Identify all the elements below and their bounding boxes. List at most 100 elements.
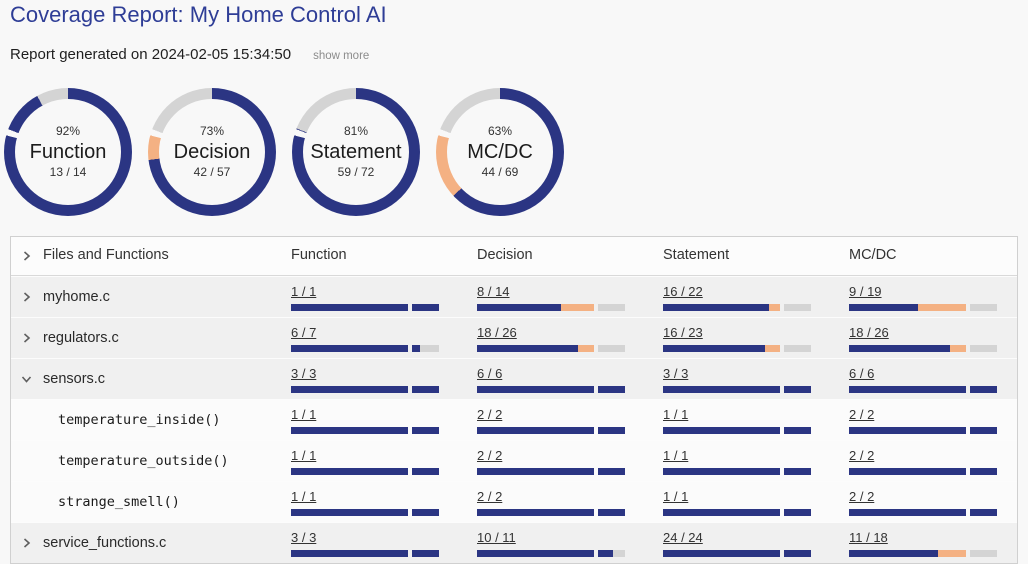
coverage-ratio-link[interactable]: 2 / 2 [477,489,503,504]
metric-cell-statement: 16 / 23 [663,324,811,352]
coverage-ratio-link[interactable]: 24 / 24 [663,530,703,545]
donut-ratio: 59 / 72 [337,165,375,179]
coverage-ratio-link[interactable]: 2 / 2 [477,407,503,422]
donut-metric-label: MC/DC [467,141,533,163]
page-title: Coverage Report: My Home Control AI [10,2,387,27]
coverage-bar [663,509,811,516]
coverage-bar [849,345,997,352]
column-header-statement: Statement [663,247,730,263]
metric-cell-function: 1 / 1 [291,488,439,516]
coverage-bar [477,427,625,434]
coverage-ratio-link[interactable]: 6 / 6 [477,366,503,381]
coverage-ratio-link[interactable]: 18 / 26 [477,325,517,340]
donut-statement: 81% Statement 59 / 72 [292,88,420,216]
coverage-ratio-link[interactable]: 2 / 2 [849,489,875,504]
metric-cell-function: 6 / 7 [291,324,439,352]
donut-function: 92% Function 13 / 14 [4,88,132,216]
coverage-ratio-link[interactable]: 2 / 2 [849,448,875,463]
donut-ratio: 44 / 69 [481,165,519,179]
function-name: temperature_outside() [58,453,229,469]
metric-cell-mcdc: 9 / 19 [849,283,997,311]
file-row[interactable]: sensors.c 3 / 3 6 / 6 3 / 3 6 / 6 [11,358,1017,399]
coverage-ratio-link[interactable]: 3 / 3 [291,366,317,381]
coverage-bar [663,304,811,311]
coverage-bar [291,304,439,311]
file-row[interactable]: service_functions.c 3 / 3 10 / 11 24 / 24 11… [11,522,1017,563]
report-generated-text: Report generated on 2024-02-05 15:34:50 [10,46,292,63]
function-row: temperature_inside() 1 / 1 2 / 2 1 / 1 2 / 2 [11,399,1017,440]
coverage-bar [291,345,439,352]
coverage-ratio-link[interactable]: 10 / 11 [477,530,516,545]
coverage-ratio-link[interactable]: 1 / 1 [291,284,317,299]
show-more-link[interactable]: show more [313,50,370,62]
coverage-ratio-link[interactable]: 11 / 18 [849,530,888,545]
metric-cell-function: 3 / 3 [291,365,439,393]
coverage-ratio-link[interactable]: 1 / 1 [663,448,689,463]
chevron-right-icon[interactable] [20,332,33,345]
donut-center: 63% MC/DC 44 / 69 [447,99,553,205]
donut-metric-label: Function [29,141,107,163]
coverage-ratio-link[interactable]: 1 / 1 [291,448,317,463]
donut-percent: 81% [343,124,369,138]
coverage-bar [849,386,997,393]
metric-cell-decision: 2 / 2 [477,406,625,434]
coverage-ratio-link[interactable]: 6 / 7 [291,325,317,340]
coverage-ratio-link[interactable]: 3 / 3 [291,530,317,545]
coverage-ratio-link[interactable]: 1 / 1 [291,489,317,504]
coverage-ratio-link[interactable]: 6 / 6 [849,366,875,381]
chevron-right-icon[interactable] [20,537,33,550]
coverage-ratio-link[interactable]: 3 / 3 [663,366,689,381]
coverage-ratio-link[interactable]: 18 / 26 [849,325,889,340]
metric-cell-statement: 3 / 3 [663,365,811,393]
table-header-row: Files and Functions Function Decision St… [11,237,1017,276]
metric-cell-statement: 1 / 1 [663,488,811,516]
coverage-bar [291,550,439,557]
metric-cell-mcdc: 18 / 26 [849,324,997,352]
table-body: myhome.c 1 / 1 8 / 14 16 / 22 9 / 19 regulato… [11,276,1017,563]
file-row[interactable]: myhome.c 1 / 1 8 / 14 16 / 22 9 / 19 [11,276,1017,317]
coverage-bar [663,386,811,393]
coverage-ratio-link[interactable]: 1 / 1 [663,489,689,504]
coverage-bar [849,550,997,557]
file-name: myhome.c [43,289,110,305]
coverage-ratio-link[interactable]: 9 / 19 [849,284,882,299]
chevron-down-icon[interactable] [20,373,33,386]
expand-all-chevron-icon[interactable] [20,250,33,263]
metric-cell-mcdc: 2 / 2 [849,406,997,434]
coverage-ratio-link[interactable]: 2 / 2 [849,407,875,422]
file-name: service_functions.c [43,535,167,551]
coverage-bar [663,427,811,434]
coverage-bar [477,304,625,311]
donut-center: 81% Statement 59 / 72 [303,99,409,205]
coverage-ratio-link[interactable]: 2 / 2 [477,448,503,463]
metric-cell-mcdc: 2 / 2 [849,447,997,475]
coverage-bar [849,509,997,516]
donut-ratio: 13 / 14 [49,165,87,179]
coverage-ratio-link[interactable]: 16 / 22 [663,284,703,299]
chevron-right-icon[interactable] [20,291,33,304]
metric-cell-mcdc: 2 / 2 [849,488,997,516]
metric-cell-function: 1 / 1 [291,406,439,434]
donut-percent: 63% [487,124,513,138]
metric-cell-function: 1 / 1 [291,447,439,475]
donut-percent: 92% [55,124,81,138]
coverage-bar [291,386,439,393]
donut-center: 73% Decision 42 / 57 [159,99,265,205]
coverage-ratio-link[interactable]: 8 / 14 [477,284,510,299]
column-header-mcdc: MC/DC [849,247,897,263]
donut-percent: 73% [199,124,225,138]
coverage-ratio-link[interactable]: 1 / 1 [291,407,317,422]
coverage-bar [291,468,439,475]
file-name: sensors.c [43,371,106,387]
metric-cell-statement: 1 / 1 [663,447,811,475]
file-row[interactable]: regulators.c 6 / 7 18 / 26 16 / 23 18 / 26 [11,317,1017,358]
metric-cell-decision: 2 / 2 [477,488,625,516]
function-name: strange_smell() [58,494,180,510]
donut-ratio: 42 / 57 [193,165,231,179]
coverage-ratio-link[interactable]: 1 / 1 [663,407,689,422]
donut-mcdc: 63% MC/DC 44 / 69 [436,88,564,216]
coverage-bar [477,468,625,475]
donut-metric-label: Statement [310,141,402,163]
file-name: regulators.c [43,330,119,346]
coverage-ratio-link[interactable]: 16 / 23 [663,325,703,340]
